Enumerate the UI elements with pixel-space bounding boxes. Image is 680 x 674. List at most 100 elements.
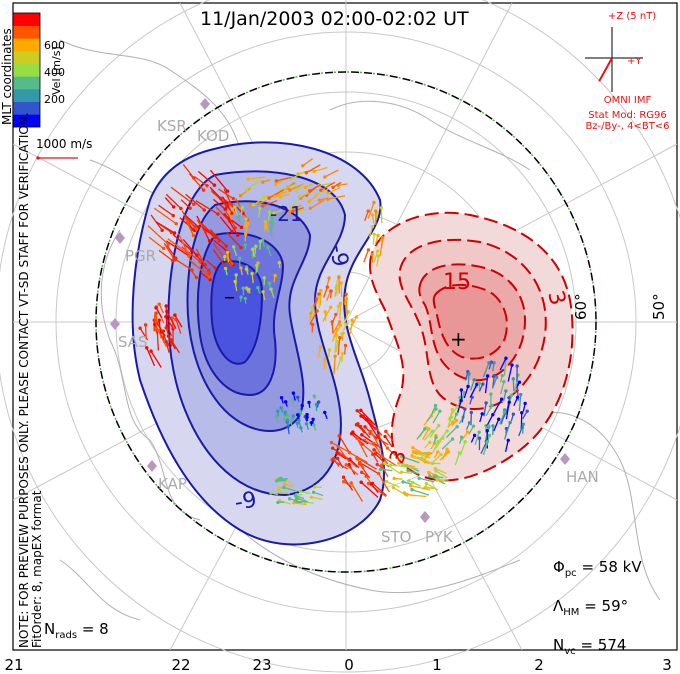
velocity-vector bbox=[377, 435, 387, 447]
velocity-vector-origin bbox=[366, 209, 370, 213]
imf-info: OMNI IMF Stat Mod: RG96 Bz-/By-, 4<BT<6 bbox=[580, 95, 675, 132]
velocity-vector bbox=[327, 195, 346, 200]
potential-minimum-marker: – bbox=[224, 285, 235, 310]
velocity-vector-origin bbox=[292, 501, 296, 505]
velocity-vector bbox=[343, 311, 350, 325]
boundary-green bbox=[95, 71, 597, 573]
velocity-vector-origin bbox=[408, 483, 413, 488]
velocity-vector-origin bbox=[508, 420, 512, 425]
velocity-vector-origin bbox=[269, 287, 273, 291]
velocity-vector-origin bbox=[417, 476, 421, 480]
velocity-vector-origin bbox=[272, 211, 276, 215]
phi-pc-value: = 58 kV bbox=[581, 558, 642, 576]
velocity-vector bbox=[349, 451, 368, 464]
velocity-vector-origin bbox=[267, 196, 271, 200]
coastlines bbox=[59, 39, 661, 621]
velocity-vector-origin bbox=[437, 423, 441, 428]
velocity-vector-origin bbox=[369, 429, 373, 434]
velocity-vector bbox=[332, 321, 341, 334]
velocity-vector-origin bbox=[273, 274, 277, 278]
velocity-vector-origin bbox=[316, 400, 321, 404]
velocity-vector-origin bbox=[407, 479, 411, 483]
velocity-vector bbox=[302, 158, 314, 167]
velocity-vector-origin bbox=[354, 315, 359, 319]
contour-label-pos-2: 3 bbox=[542, 288, 570, 308]
velocity-vector-origin bbox=[279, 395, 284, 400]
velocity-vector-origin bbox=[423, 427, 427, 431]
latitude-label-50: 50° bbox=[650, 293, 668, 320]
velocity-vector-origin bbox=[504, 356, 508, 360]
velocity-vector bbox=[493, 398, 503, 414]
velocity-vector bbox=[422, 428, 430, 440]
velocity-vector-origin bbox=[212, 183, 217, 187]
velocity-vector-origin bbox=[300, 403, 304, 408]
velocity-vector bbox=[356, 437, 368, 458]
velocity-vector-origin bbox=[138, 326, 142, 330]
velocity-vector-origin bbox=[309, 495, 314, 499]
velocity-vector-origin bbox=[420, 456, 424, 460]
velocity-vector-origin bbox=[170, 258, 175, 263]
velocity-vector bbox=[156, 330, 160, 351]
velocity-vector-origin bbox=[370, 252, 374, 257]
velocity-vector-origin bbox=[497, 417, 501, 421]
site-label-pgr: PGR bbox=[125, 247, 157, 265]
velocity-vector-origin bbox=[330, 320, 334, 324]
site-label-sto: STO bbox=[381, 528, 412, 546]
velocity-vector bbox=[212, 242, 232, 266]
velocity-vector-origin bbox=[312, 169, 316, 174]
velocity-vector-origin bbox=[325, 285, 330, 289]
colorbar-cell bbox=[13, 63, 40, 77]
velocity-vector-origin bbox=[435, 478, 440, 482]
site-label-sas: SAS bbox=[118, 333, 148, 351]
velocity-vector-origin bbox=[471, 424, 476, 428]
velocity-vector-origin bbox=[375, 462, 379, 467]
velocity-vector-origin bbox=[341, 480, 346, 484]
velocity-vector-origin bbox=[515, 364, 519, 368]
velocity-vector bbox=[363, 249, 370, 263]
velocity-vector bbox=[368, 226, 374, 238]
velocity-vector-origin bbox=[283, 410, 287, 414]
velocity-vector-origin bbox=[192, 202, 196, 206]
velocity-vector-origin bbox=[299, 426, 303, 430]
velocity-vector-origin bbox=[286, 413, 290, 418]
velocity-vector-origin bbox=[294, 188, 299, 192]
velocity-vector-origin bbox=[247, 287, 251, 292]
map-title: 11/Jan/2003 02:00-02:02 UT bbox=[200, 8, 469, 30]
velocity-vector bbox=[280, 184, 295, 191]
velocity-vector-origin bbox=[485, 374, 490, 378]
velocity-vector-origin bbox=[291, 209, 295, 213]
colorbar-cell bbox=[13, 76, 40, 90]
velocity-vector-origin bbox=[465, 430, 470, 434]
velocity-vector-origin bbox=[276, 409, 280, 413]
velocity-vector-origin bbox=[491, 424, 495, 428]
velocity-vector bbox=[370, 483, 379, 493]
site-label-pyk: PYK bbox=[425, 528, 453, 546]
n-rads-value: = 8 bbox=[81, 620, 109, 638]
velocity-vector-origin bbox=[433, 403, 438, 408]
velocity-vector bbox=[390, 464, 408, 468]
velocity-vector bbox=[373, 250, 379, 263]
velocity-vector bbox=[195, 248, 211, 274]
velocity-vector bbox=[505, 402, 510, 420]
velocity-vector bbox=[384, 462, 402, 475]
velocity-vector-origin bbox=[467, 372, 471, 376]
velocity-vector-origin bbox=[294, 496, 299, 501]
velocity-vector-origin bbox=[228, 263, 233, 267]
velocity-vector-origin bbox=[308, 206, 313, 211]
velocity-vector bbox=[331, 441, 352, 454]
velocity-vector-origin bbox=[360, 470, 364, 475]
velocity-vector-origin bbox=[164, 315, 168, 319]
velocity-vector bbox=[437, 430, 448, 443]
velocity-vector bbox=[225, 253, 233, 264]
velocity-vector-origin bbox=[337, 434, 341, 438]
velocity-vector-origin bbox=[434, 435, 438, 440]
velocity-vector-origin bbox=[327, 276, 331, 280]
velocity-vector-origin bbox=[285, 418, 290, 423]
velocity-vector-origin bbox=[340, 351, 345, 356]
velocity-vector-origin bbox=[273, 182, 278, 187]
contour-label-neg-1: -21 bbox=[270, 202, 303, 226]
velocity-vector-origin bbox=[517, 380, 522, 384]
plot-frame bbox=[12, 2, 678, 651]
velocity-vector bbox=[484, 375, 489, 394]
